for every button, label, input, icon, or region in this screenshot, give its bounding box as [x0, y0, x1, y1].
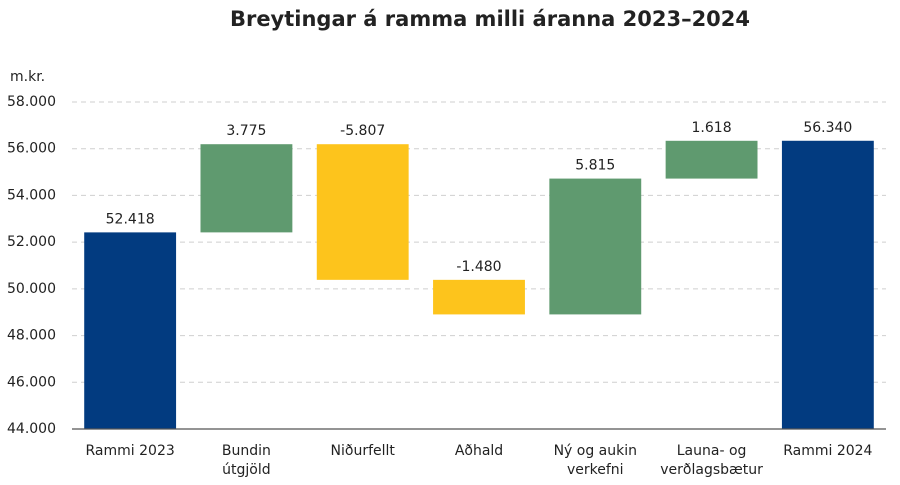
- x-tick-label: útgjöld: [222, 462, 270, 478]
- value-label: 3.775: [226, 123, 266, 139]
- y-tick-label: 44.000: [7, 421, 56, 437]
- y-tick-label: 48.000: [7, 328, 56, 344]
- y-tick-label: 58.000: [7, 94, 56, 110]
- bar: [316, 144, 409, 280]
- x-tick-label: Ný og aukin: [554, 443, 637, 459]
- y-tick-label: 52.000: [7, 234, 56, 250]
- x-tick-label: Rammi 2023: [86, 443, 175, 459]
- value-label: -1.480: [456, 259, 501, 275]
- x-tick-label: Aðhald: [455, 443, 503, 459]
- bar: [84, 232, 177, 429]
- value-label: 56.340: [803, 120, 852, 136]
- chart-title: Breytingar á ramma milli áranna 2023–202…: [230, 7, 750, 31]
- value-label: 1.618: [692, 120, 732, 136]
- bar: [549, 178, 642, 315]
- x-tick-label: Bundin: [222, 443, 271, 459]
- y-tick-label: 50.000: [7, 281, 56, 297]
- y-tick-label: 54.000: [7, 187, 56, 203]
- x-tick-label: verkefni: [567, 462, 624, 478]
- bar: [200, 144, 293, 233]
- value-label: 52.418: [106, 211, 155, 227]
- bar: [665, 140, 758, 179]
- x-tick-label: verðlagsbætur: [660, 462, 763, 478]
- value-label: -5.807: [340, 123, 385, 139]
- bar: [781, 140, 874, 429]
- y-tick-label: 46.000: [7, 374, 56, 390]
- y-tick-label: 56.000: [7, 141, 56, 157]
- x-tick-label: Niðurfellt: [331, 443, 396, 459]
- x-tick-label: Launa- og: [677, 443, 747, 459]
- bar: [433, 279, 525, 315]
- value-label: 5.815: [575, 158, 615, 174]
- x-tick-label: Rammi 2024: [783, 443, 872, 459]
- y-axis-label: m.kr.: [10, 69, 45, 85]
